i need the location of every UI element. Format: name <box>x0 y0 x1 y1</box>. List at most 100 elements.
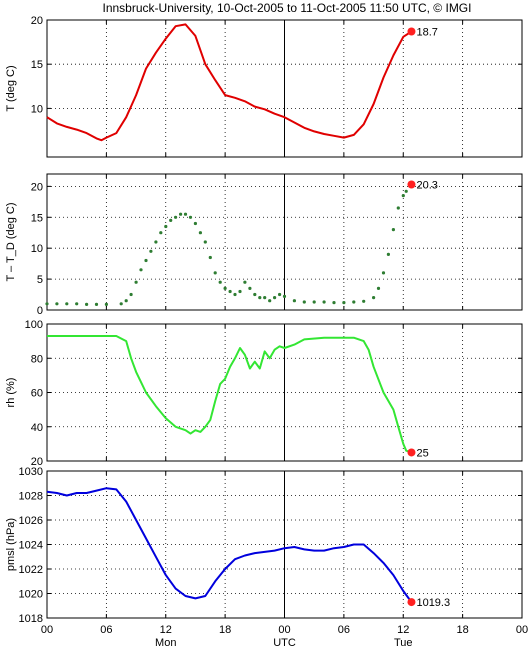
data-point <box>228 289 232 294</box>
end-marker <box>407 598 416 607</box>
data-point <box>164 224 168 229</box>
data-point <box>65 302 69 306</box>
y-tick-label: 1028 <box>19 491 43 503</box>
panel-3 <box>46 323 523 462</box>
data-point <box>213 271 217 275</box>
data-point <box>129 292 133 297</box>
x-day-label: Mon <box>155 637 176 647</box>
y-tick-label: 20 <box>31 15 43 27</box>
y-tick-label: 80 <box>31 353 43 365</box>
y-tick-label: 1018 <box>19 613 43 625</box>
data-point <box>342 301 346 305</box>
y-tick-label: 1026 <box>19 515 43 527</box>
data-point <box>386 252 390 256</box>
end-marker <box>407 27 416 36</box>
data-point <box>179 212 183 216</box>
data-point <box>243 280 247 284</box>
y-axis-label: pmsl (hPa) <box>5 518 17 571</box>
data-point <box>169 218 173 222</box>
data-point <box>45 302 49 306</box>
y-tick-label: 1022 <box>19 564 43 576</box>
data-point <box>149 249 153 253</box>
x-tick-label: 06 <box>100 624 112 636</box>
y-tick-label: 100 <box>25 319 43 331</box>
y-axis-label: T – T_D (deg C) <box>5 202 17 281</box>
y-tick-label: 1024 <box>19 540 43 552</box>
data-point <box>183 212 188 216</box>
y-tick-label: 15 <box>31 59 43 71</box>
data-point <box>322 300 326 304</box>
data-point <box>352 300 356 304</box>
data-point <box>404 189 408 193</box>
data-point <box>238 289 242 294</box>
y-tick-label: 1020 <box>19 589 43 601</box>
data-point <box>203 240 207 244</box>
data-point <box>188 215 193 219</box>
end-value-label: 1019.3 <box>416 597 450 609</box>
data-point <box>268 299 272 303</box>
data-point <box>208 255 212 260</box>
x-day-label: Tue <box>394 637 413 647</box>
y-axis-label: rh (%) <box>5 378 17 408</box>
data-point <box>282 294 287 298</box>
y-tick-label: 10 <box>31 103 43 115</box>
data-point <box>332 301 336 305</box>
y-tick-label: 0 <box>37 305 43 317</box>
y-axis-label: T (deg C) <box>5 65 17 111</box>
data-point <box>302 300 306 304</box>
end-value-label: 20.3 <box>416 180 437 192</box>
panel-1 <box>46 19 523 158</box>
series-line <box>46 487 413 603</box>
end-value-label: 18.7 <box>416 26 437 38</box>
data-point <box>134 280 138 284</box>
x-tick-label: 00 <box>516 624 528 636</box>
data-point <box>253 292 257 297</box>
x-tick-label: 12 <box>397 624 409 636</box>
data-point <box>154 240 158 244</box>
data-point <box>312 300 316 304</box>
y-tick-label: 15 <box>31 212 43 224</box>
data-point <box>218 280 222 284</box>
x-day-label: UTC <box>273 637 296 647</box>
x-tick-label: 12 <box>160 624 172 636</box>
data-point <box>94 302 99 306</box>
data-point <box>159 231 163 235</box>
data-point <box>193 221 197 226</box>
data-point <box>223 286 227 290</box>
end-marker <box>407 180 416 189</box>
chart-title: Innsbruck-University, 10-Oct-2005 to 11-… <box>103 1 472 15</box>
data-point <box>396 206 400 210</box>
panel-4 <box>46 470 523 619</box>
data-point <box>362 299 366 303</box>
data-point <box>401 194 405 198</box>
data-point <box>248 286 252 290</box>
data-point <box>85 302 89 306</box>
data-point <box>273 296 277 300</box>
x-tick-label: 06 <box>338 624 350 636</box>
series-line <box>47 335 412 454</box>
data-point <box>372 296 376 300</box>
data-point <box>144 258 148 263</box>
y-tick-label: 20 <box>31 181 43 193</box>
data-point <box>376 286 381 290</box>
data-point <box>391 228 395 232</box>
y-tick-label: 40 <box>31 422 43 434</box>
y-tick-label: 20 <box>31 456 43 468</box>
series-line <box>46 23 413 142</box>
end-marker <box>407 448 416 457</box>
data-point <box>75 302 79 306</box>
data-point <box>263 296 267 300</box>
data-point <box>55 302 59 306</box>
data-point <box>258 296 262 300</box>
panel-2 <box>45 173 523 311</box>
y-tick-label: 5 <box>37 274 43 286</box>
x-tick-label: 00 <box>278 624 290 636</box>
data-point <box>278 292 282 297</box>
x-tick-label: 00 <box>41 624 53 636</box>
x-tick-label: 18 <box>457 624 469 636</box>
data-point <box>198 231 202 235</box>
x-tick-label: 18 <box>219 624 231 636</box>
data-point <box>119 302 123 306</box>
